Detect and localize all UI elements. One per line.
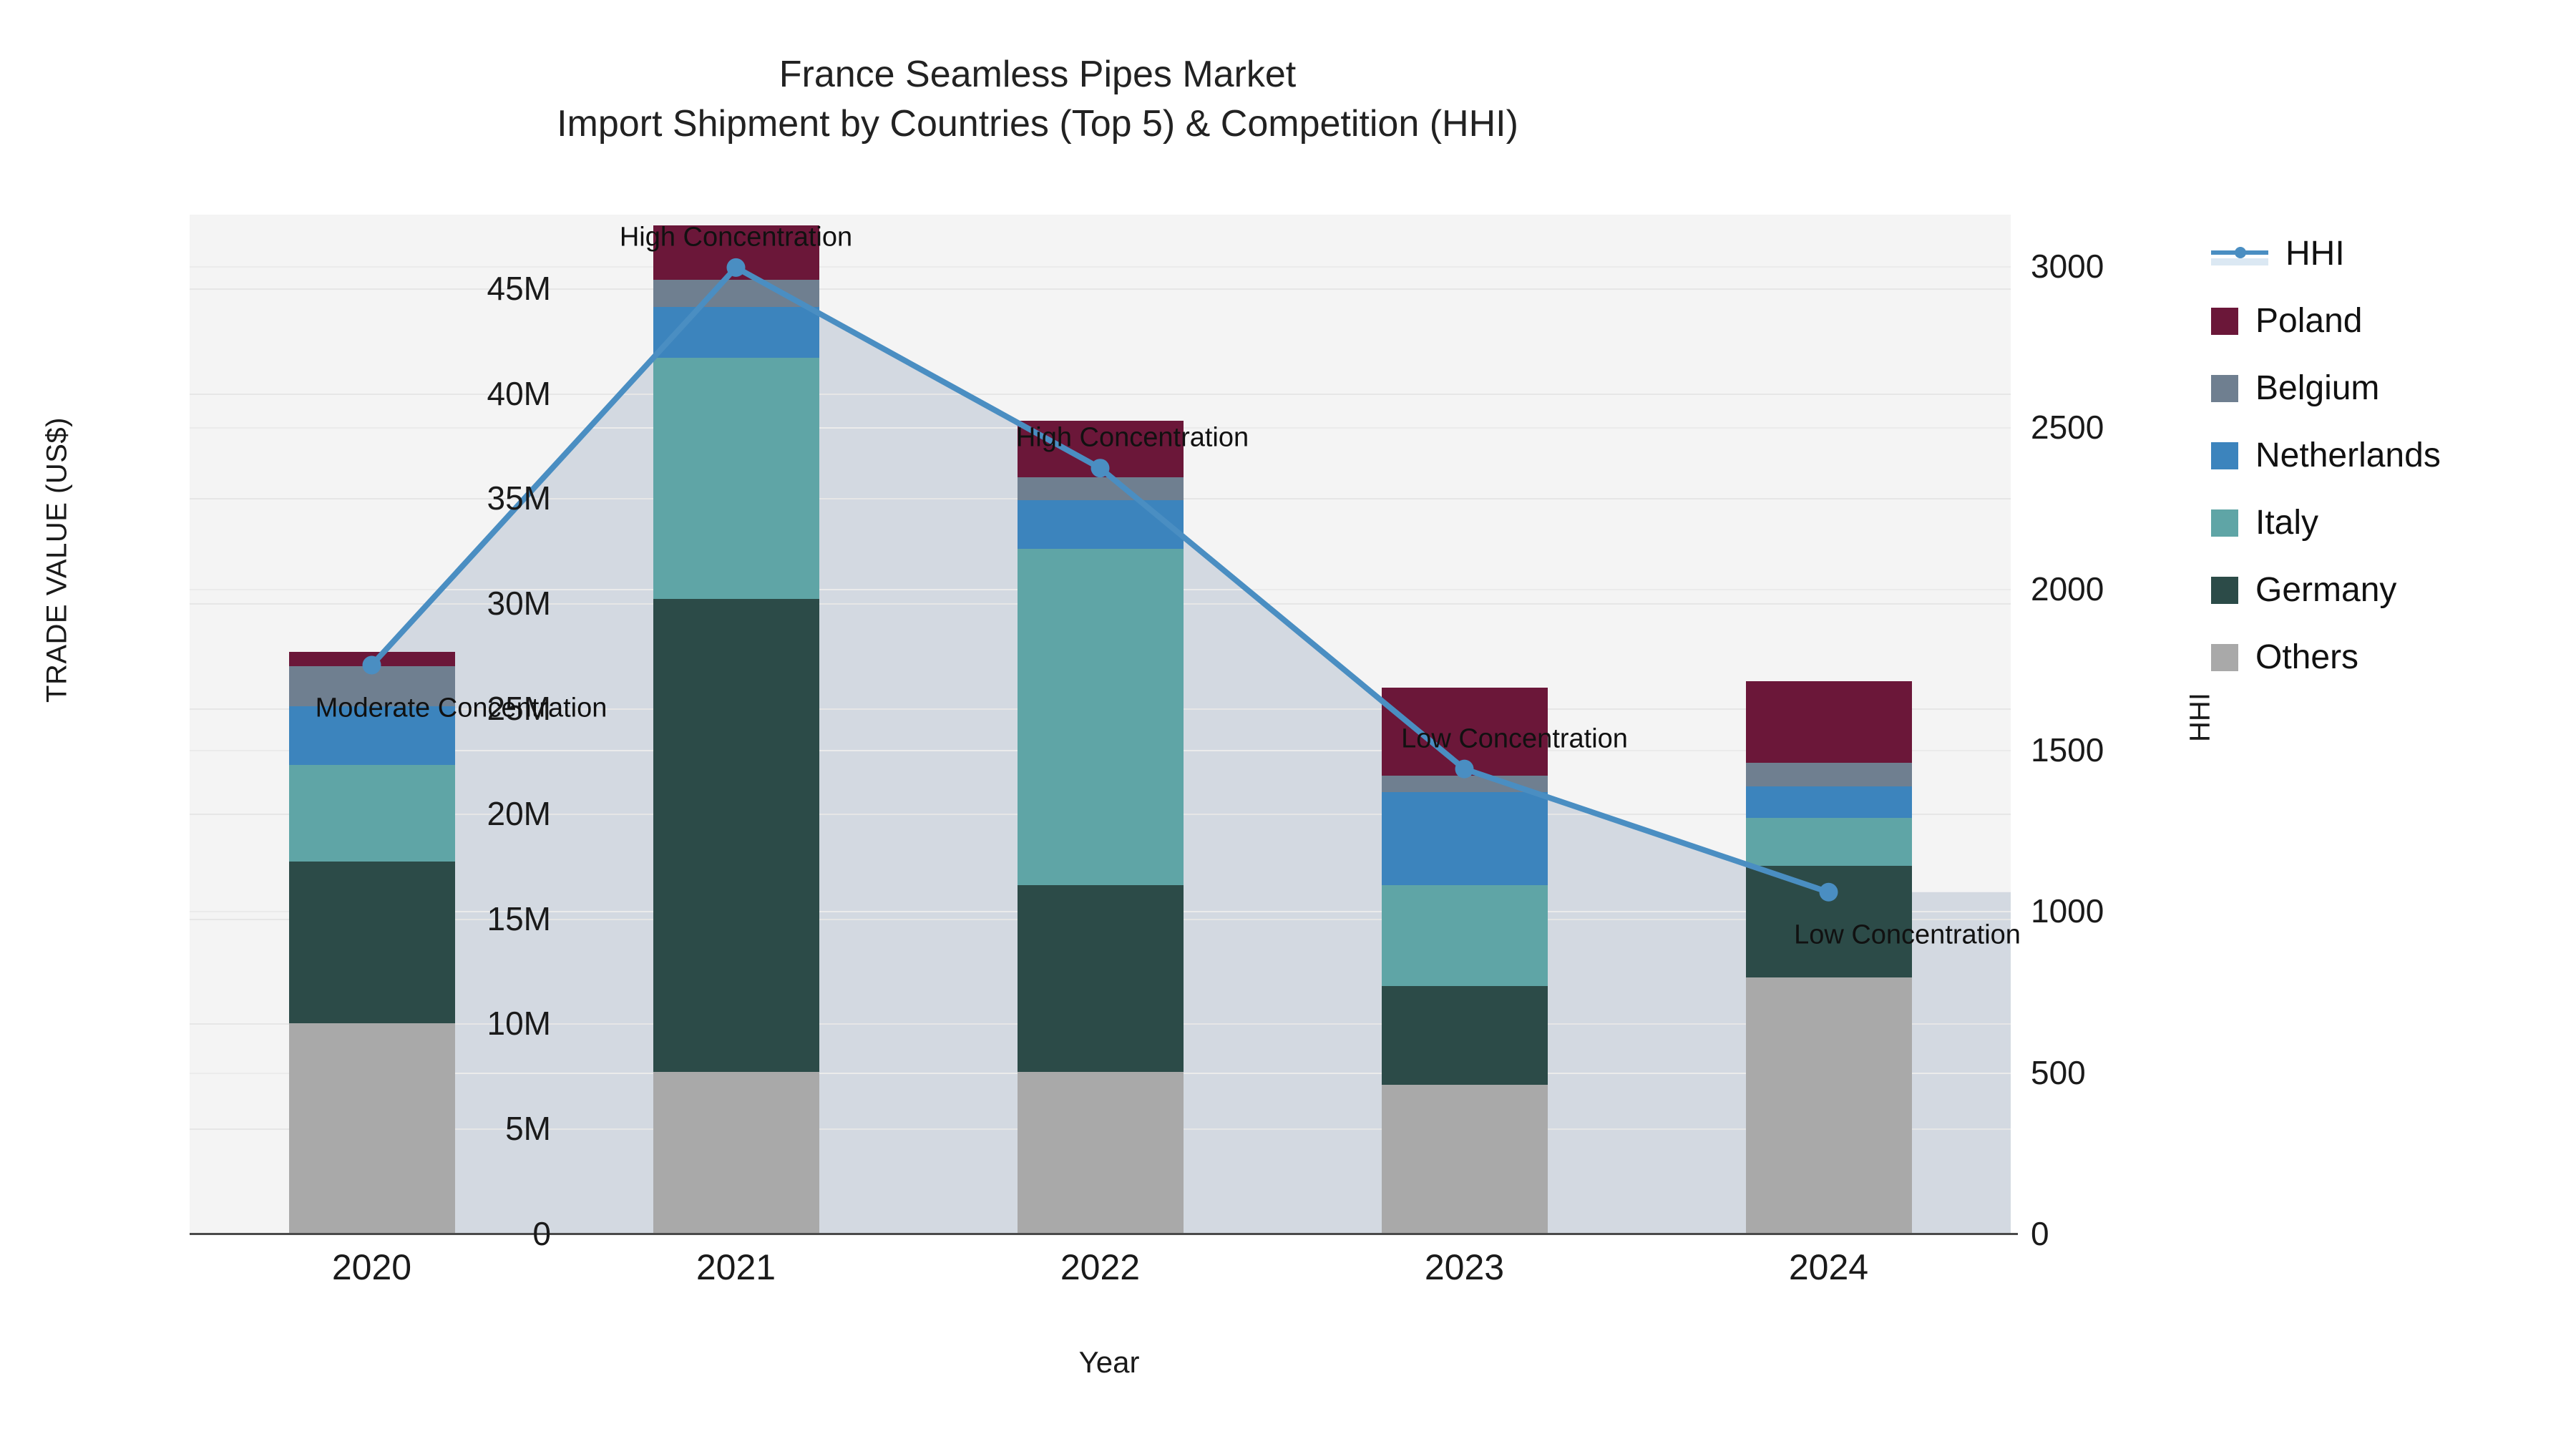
- chart-title-line1: France Seamless Pipes Market: [779, 54, 1297, 95]
- legend-swatch-others: [2211, 643, 2238, 671]
- annotation-2020: Moderate Concentration: [315, 693, 608, 723]
- y-tick-right: 2500: [2031, 409, 2104, 447]
- y-tick-right: 1000: [2031, 892, 2104, 930]
- bar-segment-netherlands[interactable]: [288, 706, 455, 766]
- gridline: [190, 288, 2011, 290]
- hhi-point-2020[interactable]: [362, 655, 381, 675]
- x-tick-2022: 2022: [1060, 1247, 1141, 1287]
- annotation-2023: Low Concentration: [1401, 723, 1628, 754]
- bar-segment-italy[interactable]: [1017, 548, 1184, 885]
- y-tick-left: 10M: [487, 1005, 551, 1043]
- hhi-point-2022[interactable]: [1091, 459, 1110, 478]
- legend-label: Netherlands: [2255, 436, 2441, 474]
- bar-segment-germany[interactable]: [288, 862, 455, 1024]
- bar-segment-poland[interactable]: [1745, 680, 1912, 763]
- legend-item-poland[interactable]: Poland: [2211, 302, 2569, 340]
- bar-segment-others[interactable]: [288, 1023, 455, 1234]
- legend-swatch-poland: [2211, 307, 2238, 335]
- y-tick-left: 35M: [487, 479, 551, 517]
- bar-segment-netherlands[interactable]: [1017, 500, 1184, 549]
- x-tick-2020: 2020: [331, 1247, 412, 1287]
- y-tick-left: 45M: [487, 269, 551, 307]
- gridline: [190, 393, 2011, 395]
- legend-item-germany[interactable]: Germany: [2211, 571, 2569, 609]
- hhi-line: [369, 264, 1830, 895]
- bar-segment-belgium[interactable]: [653, 280, 819, 308]
- legend-label: Germany: [2255, 571, 2397, 609]
- hhi-line-icon: [2211, 240, 2268, 268]
- bar-segment-netherlands[interactable]: [1745, 786, 1912, 818]
- x-axis-line: [190, 1233, 2018, 1235]
- bar-segment-others[interactable]: [653, 1071, 819, 1234]
- hhi-point-2024[interactable]: [1819, 882, 1838, 902]
- legend-swatch-germany: [2211, 576, 2238, 604]
- x-tick-2024: 2024: [1788, 1247, 1869, 1287]
- legend-label: Belgium: [2255, 369, 2380, 407]
- legend-label: Poland: [2255, 302, 2363, 340]
- annotation-2022: High Concentration: [1015, 422, 1249, 453]
- x-axis-label: Year: [1078, 1345, 1140, 1379]
- y-tick-left: 20M: [487, 794, 551, 832]
- legend: HHI Poland Belgium Netherlands Italy Germany O…: [2211, 235, 2569, 707]
- hhi-point-2021[interactable]: [726, 258, 746, 277]
- bar-segment-belgium[interactable]: [1017, 477, 1184, 501]
- legend-item-hhi[interactable]: HHI: [2211, 235, 2569, 273]
- legend-item-others[interactable]: Others: [2211, 638, 2569, 676]
- plot-area: [190, 215, 2011, 1234]
- y-tick-left: 15M: [487, 899, 551, 937]
- y-tick-left: 0: [532, 1215, 551, 1252]
- bar-segment-italy[interactable]: [1745, 817, 1912, 867]
- bar-segment-germany[interactable]: [653, 599, 819, 1072]
- gridline: [190, 266, 2011, 268]
- bar-segment-belgium[interactable]: [1381, 775, 1548, 793]
- bar-segment-italy[interactable]: [653, 357, 819, 600]
- legend-label: Italy: [2255, 504, 2319, 542]
- y-tick-right: 500: [2031, 1053, 2086, 1091]
- y-tick-left: 40M: [487, 374, 551, 412]
- bar-segment-germany[interactable]: [1381, 985, 1548, 1085]
- legend-swatch-italy: [2211, 509, 2238, 537]
- bar-segment-netherlands[interactable]: [653, 307, 819, 358]
- y-tick-right: 0: [2031, 1215, 2049, 1252]
- bar-2023[interactable]: [1381, 687, 1548, 1234]
- bar-segment-germany[interactable]: [1017, 884, 1184, 1072]
- chart-title-line2: Import Shipment by Countries (Top 5) & C…: [557, 102, 1518, 145]
- bar-segment-italy[interactable]: [1381, 884, 1548, 986]
- y-tick-right: 1500: [2031, 731, 2104, 769]
- y-tick-left: 30M: [487, 585, 551, 623]
- y-axis-left-label: TRADE VALUE (US$): [41, 417, 73, 703]
- hhi-point-2023[interactable]: [1455, 759, 1474, 779]
- legend-label: Others: [2255, 638, 2359, 676]
- bar-2020[interactable]: [288, 651, 455, 1234]
- bar-2022[interactable]: [1017, 420, 1184, 1234]
- annotation-2024: Low Concentration: [1794, 919, 2021, 950]
- bar-segment-others[interactable]: [1017, 1071, 1184, 1234]
- legend-item-belgium[interactable]: Belgium: [2211, 369, 2569, 407]
- chart-title: France Seamless Pipes Market Import Ship…: [0, 50, 2075, 148]
- bar-segment-others[interactable]: [1745, 977, 1912, 1234]
- legend-label: HHI: [2285, 235, 2345, 273]
- hhi-line-layer: [362, 258, 1838, 902]
- y-tick-right: 3000: [2031, 248, 2104, 286]
- annotation-2021: High Concentration: [619, 222, 853, 253]
- bar-segment-italy[interactable]: [288, 765, 455, 862]
- legend-swatch-netherlands: [2211, 441, 2238, 469]
- bar-segment-others[interactable]: [1381, 1084, 1548, 1234]
- y-tick-left: 25M: [487, 689, 551, 727]
- y-tick-right: 2000: [2031, 570, 2104, 608]
- y-tick-left: 5M: [505, 1110, 551, 1148]
- x-tick-2023: 2023: [1424, 1247, 1505, 1287]
- legend-item-italy[interactable]: Italy: [2211, 504, 2569, 542]
- bar-segment-belgium[interactable]: [1745, 763, 1912, 786]
- legend-item-netherlands[interactable]: Netherlands: [2211, 436, 2569, 474]
- bar-segment-netherlands[interactable]: [1381, 792, 1548, 885]
- x-tick-2021: 2021: [696, 1247, 776, 1287]
- bar-2021[interactable]: [653, 225, 819, 1234]
- legend-swatch-belgium: [2211, 374, 2238, 402]
